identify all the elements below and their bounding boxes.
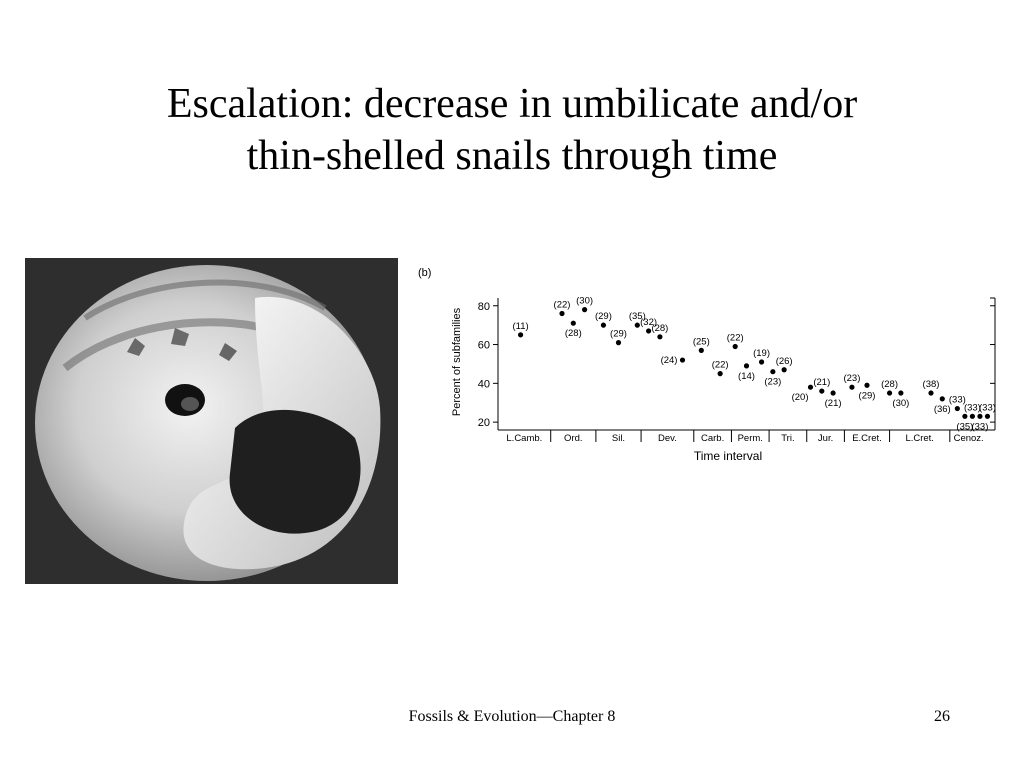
data-point	[581, 307, 588, 313]
data-label: (30)	[576, 296, 593, 307]
data-point	[819, 388, 825, 394]
data-point	[646, 328, 652, 334]
data-point	[984, 413, 991, 419]
category-axis: L.Camb. Ord. Sil. Dev. Carb. Perm. Tri. Jur. E.C…	[506, 430, 984, 444]
category-label: E.Cret.	[852, 433, 882, 444]
data-label: (33)	[949, 395, 966, 406]
category-label: L.Camb.	[506, 433, 542, 444]
data-label: (29)	[595, 311, 612, 322]
data-point	[743, 363, 750, 369]
data-label: (20)	[792, 392, 809, 403]
data-label: (29)	[610, 329, 627, 340]
subfamily-percent-chart: (b) Percent of subfamilies Time interval…	[418, 267, 996, 463]
data-point	[758, 359, 765, 365]
data-point	[657, 334, 663, 340]
data-point	[698, 347, 704, 353]
data-label: (33)	[971, 421, 988, 432]
data-point	[559, 310, 565, 317]
data-label: (25)	[693, 336, 710, 347]
footer-title: Fossils & Evolution—Chapter 8	[408, 708, 616, 725]
data-point	[954, 405, 960, 412]
data-point	[886, 390, 893, 396]
data-label: (33)	[979, 402, 996, 413]
data-point	[864, 382, 870, 388]
data-label: (35)	[629, 311, 646, 322]
y-tick-label: 20	[478, 417, 490, 429]
data-label: (35)	[956, 421, 973, 432]
y-tick-label: 80	[478, 301, 490, 313]
data-label: (38)	[923, 379, 940, 390]
category-label: Carb.	[701, 433, 724, 444]
data-point	[977, 413, 983, 419]
data-point	[717, 371, 723, 377]
chart-panel-label: (b)	[418, 267, 431, 279]
category-label: Ord.	[564, 433, 582, 444]
data-point	[679, 357, 686, 363]
data-points: (11)(22)(28)(30)(29)(29)(35)(32)(28)(24)…	[512, 296, 995, 433]
data-label: (24)	[661, 355, 678, 366]
data-point	[807, 384, 814, 390]
category-label: Perm.	[738, 433, 763, 444]
data-point	[600, 322, 607, 328]
data-label: (32)	[640, 317, 657, 328]
shell-opening	[229, 409, 361, 534]
y-tick-label: 40	[478, 378, 490, 390]
category-label: Cenoz.	[954, 433, 984, 444]
data-label: (22)	[727, 332, 744, 343]
y-ticks: 20 40 60 80	[478, 301, 995, 429]
data-label: (33)	[964, 402, 981, 413]
slide-title-line-2: thin-shelled snails through time	[246, 133, 778, 179]
data-point	[634, 322, 640, 328]
data-label: (23)	[843, 373, 860, 384]
data-point	[732, 343, 738, 350]
data-label: (14)	[738, 371, 755, 382]
data-label: (11)	[512, 321, 528, 332]
category-label: Dev.	[658, 433, 677, 444]
data-label: (19)	[753, 348, 770, 359]
y-axis-label: Percent of subfamilies	[451, 307, 463, 416]
data-label: (23)	[764, 377, 781, 388]
data-label: (22)	[554, 300, 571, 311]
data-point	[898, 390, 904, 396]
data-label: (29)	[859, 390, 876, 401]
data-point	[849, 384, 855, 390]
y-tick-label: 60	[478, 340, 490, 352]
data-label: (22)	[712, 360, 729, 371]
data-label: (28)	[651, 323, 668, 334]
data-point	[570, 320, 576, 326]
data-point	[781, 367, 787, 373]
data-label: (28)	[881, 379, 898, 390]
category-label: L.Cret.	[905, 433, 934, 444]
data-point	[928, 390, 934, 396]
x-axis-label: Time interval	[694, 449, 762, 463]
snail-shell-illustration	[25, 258, 398, 584]
snail-shell-photo	[25, 258, 398, 584]
data-label: (36)	[934, 404, 951, 415]
slide-title: Escalation: decrease in umbilicate and/o…	[40, 78, 984, 182]
chart-panel: (b) Percent of subfamilies Time interval…	[410, 258, 1010, 468]
data-point	[830, 390, 836, 396]
data-point	[517, 332, 524, 338]
category-label: Jur.	[818, 433, 833, 444]
category-label: Tri.	[781, 433, 794, 444]
data-point	[939, 396, 945, 402]
data-point	[770, 369, 776, 375]
data-label: (21)	[825, 398, 842, 409]
data-point	[969, 413, 976, 419]
data-label: (26)	[776, 356, 793, 367]
slide-title-line-1: Escalation: decrease in umbilicate and/o…	[166, 81, 858, 127]
category-label: Sil.	[612, 433, 625, 444]
data-label: (28)	[565, 328, 582, 339]
data-label: (21)	[813, 377, 830, 388]
data-point	[962, 413, 968, 419]
data-point	[615, 340, 622, 346]
page-number: 26	[934, 708, 950, 725]
chart-axes	[497, 297, 996, 431]
data-label: (30)	[892, 398, 909, 409]
